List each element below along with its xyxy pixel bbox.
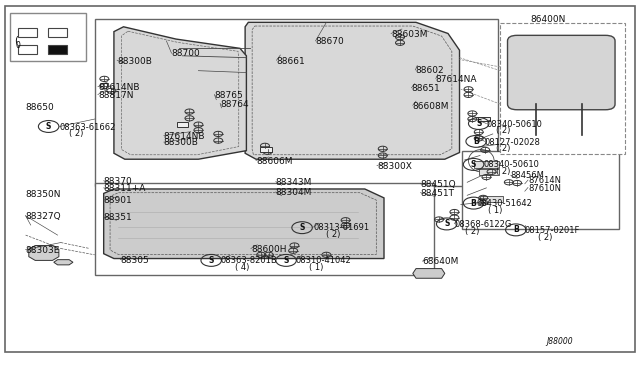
Text: ( 1): ( 1) bbox=[488, 206, 502, 215]
Bar bbox=[462, 151, 619, 229]
Text: ( 2): ( 2) bbox=[69, 129, 83, 138]
Text: 87614NB: 87614NB bbox=[164, 132, 205, 141]
Text: ( 4): ( 4) bbox=[235, 263, 249, 272]
Polygon shape bbox=[413, 269, 445, 278]
Text: 08340-50610: 08340-50610 bbox=[484, 160, 540, 169]
Text: 88606M: 88606M bbox=[256, 157, 292, 166]
Text: 88303E: 88303E bbox=[26, 246, 60, 255]
Text: 88350N: 88350N bbox=[26, 190, 61, 199]
Text: 88602: 88602 bbox=[415, 66, 444, 75]
Polygon shape bbox=[54, 260, 73, 265]
Text: 88304M: 88304M bbox=[276, 188, 312, 197]
Text: S: S bbox=[444, 219, 449, 228]
Text: ( 2): ( 2) bbox=[496, 167, 510, 176]
Text: ( 2): ( 2) bbox=[465, 227, 479, 235]
Polygon shape bbox=[104, 189, 384, 259]
Bar bbox=[95, 19, 498, 186]
Text: 08340-50610: 08340-50610 bbox=[486, 120, 542, 129]
Bar bbox=[480, 196, 503, 202]
Text: S: S bbox=[209, 256, 214, 265]
Text: 08363-61662: 08363-61662 bbox=[60, 123, 116, 132]
Text: ( 2): ( 2) bbox=[326, 230, 340, 239]
Text: S: S bbox=[476, 119, 481, 128]
Polygon shape bbox=[29, 246, 59, 260]
Text: 88603M: 88603M bbox=[391, 30, 428, 39]
Bar bbox=[474, 161, 499, 168]
Text: 88300B: 88300B bbox=[117, 57, 152, 65]
Bar bbox=[479, 169, 499, 175]
Text: S: S bbox=[471, 160, 476, 169]
Text: 87614N: 87614N bbox=[528, 176, 561, 185]
Bar bbox=[478, 117, 490, 121]
Text: 88670: 88670 bbox=[316, 37, 344, 46]
Text: 86400N: 86400N bbox=[531, 15, 566, 24]
Text: 88650: 88650 bbox=[26, 103, 54, 112]
Text: S: S bbox=[46, 122, 51, 131]
Text: 86608M: 86608M bbox=[413, 102, 449, 110]
Text: S: S bbox=[284, 256, 289, 265]
Bar bbox=[18, 28, 37, 37]
Text: 08157-0201F: 08157-0201F bbox=[525, 226, 580, 235]
Text: 88456M: 88456M bbox=[511, 171, 545, 180]
Text: 88311+A: 88311+A bbox=[104, 184, 146, 193]
Text: 88451T: 88451T bbox=[420, 189, 454, 198]
Text: 88661: 88661 bbox=[276, 57, 305, 65]
Text: 88600H: 88600H bbox=[251, 245, 286, 254]
Text: B: B bbox=[471, 199, 476, 208]
Text: 88651: 88651 bbox=[412, 84, 440, 93]
Bar bbox=[500, 23, 625, 154]
Bar bbox=[260, 147, 272, 152]
Text: 88765: 88765 bbox=[214, 91, 243, 100]
Text: 88351: 88351 bbox=[104, 213, 132, 222]
Text: J88000: J88000 bbox=[546, 337, 573, 346]
Text: B: B bbox=[474, 137, 479, 146]
Bar bbox=[48, 45, 67, 54]
Bar bbox=[48, 28, 67, 37]
Text: S: S bbox=[300, 223, 305, 232]
Text: ( 2): ( 2) bbox=[496, 126, 510, 135]
Text: ( 1): ( 1) bbox=[309, 263, 323, 272]
Text: 08310-41042: 08310-41042 bbox=[296, 256, 351, 265]
Text: 87614NB: 87614NB bbox=[98, 83, 140, 92]
FancyBboxPatch shape bbox=[508, 35, 615, 110]
Text: 08363-8201B: 08363-8201B bbox=[221, 256, 278, 265]
Text: 88764: 88764 bbox=[220, 100, 249, 109]
Polygon shape bbox=[114, 27, 246, 159]
Text: B: B bbox=[513, 225, 518, 234]
Text: 88305: 88305 bbox=[120, 256, 149, 265]
Text: 87614NA: 87614NA bbox=[436, 75, 477, 84]
Text: 08127-02028: 08127-02028 bbox=[484, 138, 540, 147]
Text: 88300X: 88300X bbox=[377, 162, 412, 171]
Text: 08368-6122G: 08368-6122G bbox=[454, 220, 512, 229]
Text: 88370: 88370 bbox=[104, 177, 132, 186]
Text: 08313-61691: 08313-61691 bbox=[314, 223, 370, 232]
Text: (: ( bbox=[14, 36, 18, 46]
Text: 0: 0 bbox=[15, 41, 20, 49]
Text: 88901: 88901 bbox=[104, 196, 132, 205]
Text: 88343M: 88343M bbox=[276, 178, 312, 187]
Bar bbox=[10, 13, 86, 61]
Text: 88327Q: 88327Q bbox=[26, 212, 61, 221]
Text: 68640M: 68640M bbox=[422, 257, 459, 266]
Text: 88451Q: 88451Q bbox=[420, 180, 456, 189]
Text: 88300B: 88300B bbox=[164, 138, 198, 147]
Text: ( 2): ( 2) bbox=[496, 144, 510, 153]
Text: 88700: 88700 bbox=[172, 49, 200, 58]
Text: 08430-51642: 08430-51642 bbox=[476, 199, 532, 208]
Text: ( 2): ( 2) bbox=[538, 233, 552, 242]
Bar bbox=[95, 183, 434, 275]
Bar bbox=[177, 122, 188, 127]
Text: 88817N: 88817N bbox=[98, 91, 133, 100]
Bar bbox=[18, 45, 37, 54]
Text: 87610N: 87610N bbox=[528, 184, 561, 193]
Polygon shape bbox=[245, 22, 460, 159]
